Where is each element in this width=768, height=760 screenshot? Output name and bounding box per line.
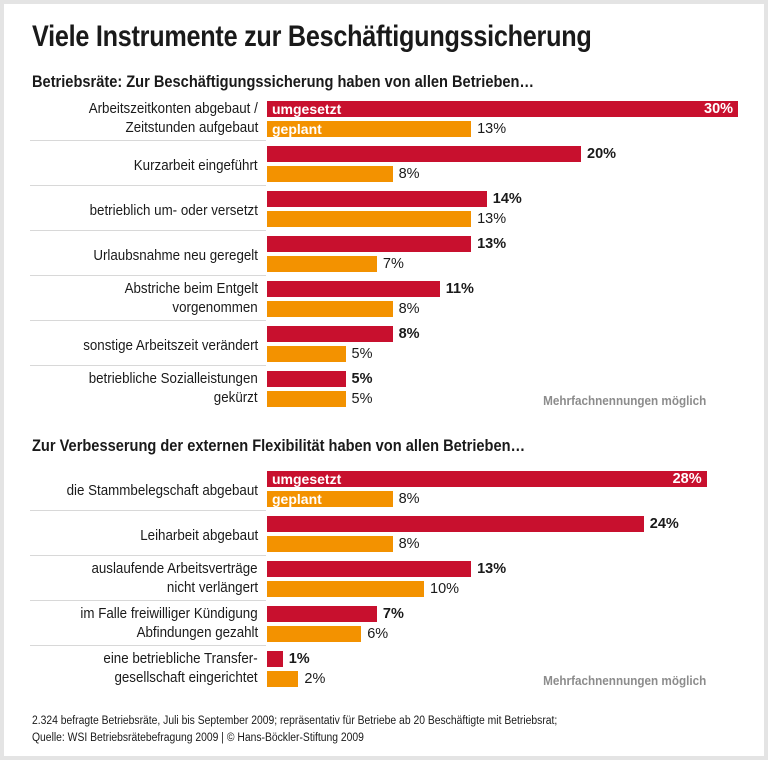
data-label: 2% [304,671,326,687]
data-label: 5% [351,371,373,387]
bar-umgesetzt [267,606,377,622]
legend-umgesetzt: umgesetzt [272,101,342,117]
row-separator [30,185,266,186]
data-label: 5% [351,391,373,407]
bar-geplant [267,581,424,597]
bar-geplant [267,626,362,642]
category-label: Abstriche beim Entgelt [124,281,258,297]
bar-umgesetzt [267,516,644,532]
data-label: 24% [649,516,679,532]
data-label: 8% [398,166,420,182]
multiple-answers-note: Mehrfachnennungen möglich [542,393,706,408]
bar-umgesetzt [267,471,707,487]
category-label: Leiharbeit abgebaut [140,528,258,544]
category-label: Abfindungen gezahlt [136,625,258,641]
bar-geplant [267,121,472,137]
row-separator [30,275,266,276]
bar-umgesetzt [267,326,393,342]
category-label: im Falle freiwilliger Kündigung [80,606,258,622]
data-label: 10% [430,581,460,597]
bar-umgesetzt [267,101,738,117]
data-label: 13% [477,236,507,252]
data-label: 8% [398,491,420,507]
category-label: gekürzt [214,390,258,406]
row-separator [30,365,266,366]
data-label: 8% [398,301,420,317]
data-label: 13% [477,121,507,137]
data-label: 7% [382,606,404,622]
legend-umgesetzt: umgesetzt [272,471,342,487]
row-separator [30,645,266,646]
bar-umgesetzt [267,281,440,297]
data-label: 13% [477,561,507,577]
bar-umgesetzt [267,191,487,207]
bar-geplant [267,346,346,362]
data-label: 8% [398,536,420,552]
chart-subtitle: Betriebsräte: Zur Beschäftigungssicherun… [32,72,535,91]
data-label: 8% [398,326,420,342]
bar-geplant [267,211,472,227]
footer-note: 2.324 befragte Betriebsräte, Juli bis Se… [32,715,558,727]
row-separator [30,320,266,321]
category-label: sonstige Arbeitszeit verändert [82,338,258,354]
bar-geplant [267,391,346,407]
data-label: 7% [382,256,404,272]
data-label: 11% [445,281,474,297]
data-label: 14% [492,191,522,207]
bar-geplant [267,671,299,687]
category-label: Kurzarbeit eingeführt [134,158,258,174]
bar-umgesetzt [267,561,472,577]
row-separator [30,140,266,141]
bar-umgesetzt [267,146,581,162]
data-label: 6% [367,626,389,642]
category-label: Arbeitszeitkonten abgebaut / [88,101,258,117]
category-label: die Stammbelegschaft abgebaut [66,483,258,499]
category-label: Urlaubsnahme neu geregelt [93,248,258,264]
category-label: nicht verlängert [166,580,258,596]
bar-geplant [267,301,393,317]
bar-geplant [267,256,377,272]
data-label: 20% [587,146,617,162]
page-title: Viele Instrumente zur Beschäftigungssich… [32,20,592,53]
bar-geplant [267,536,393,552]
row-separator [30,555,266,556]
category-label: vorgenommen [172,300,258,316]
category-label: betriebliche Sozialleistungen [88,371,258,387]
bar-umgesetzt [267,371,346,387]
legend-geplant: geplant [272,491,322,507]
data-label: 28% [672,471,702,487]
bar-geplant [267,166,393,182]
data-label: 30% [704,101,734,117]
category-label: Zeitstunden aufgebaut [125,120,258,136]
data-label: 5% [351,346,373,362]
row-separator [30,230,266,231]
category-label: eine betriebliche Transfer- [103,651,258,667]
bar-geplant [267,491,393,507]
category-label: gesellschaft eingerichtet [114,670,258,686]
legend-geplant: geplant [272,121,322,137]
category-label: auslaufende Arbeitsverträge [91,561,258,577]
chart-subtitle: Zur Verbesserung der externen Flexibilit… [32,436,526,455]
category-label: betrieblich um- oder versetzt [89,203,258,219]
bar-umgesetzt [267,236,472,252]
row-separator [30,600,266,601]
footer-source: Quelle: WSI Betriebsrätebefragung 2009 |… [32,732,364,744]
multiple-answers-note: Mehrfachnennungen möglich [542,673,706,688]
row-separator [30,510,266,511]
bar-umgesetzt [267,651,283,667]
data-label: 13% [477,211,507,227]
data-label: 1% [288,651,310,667]
